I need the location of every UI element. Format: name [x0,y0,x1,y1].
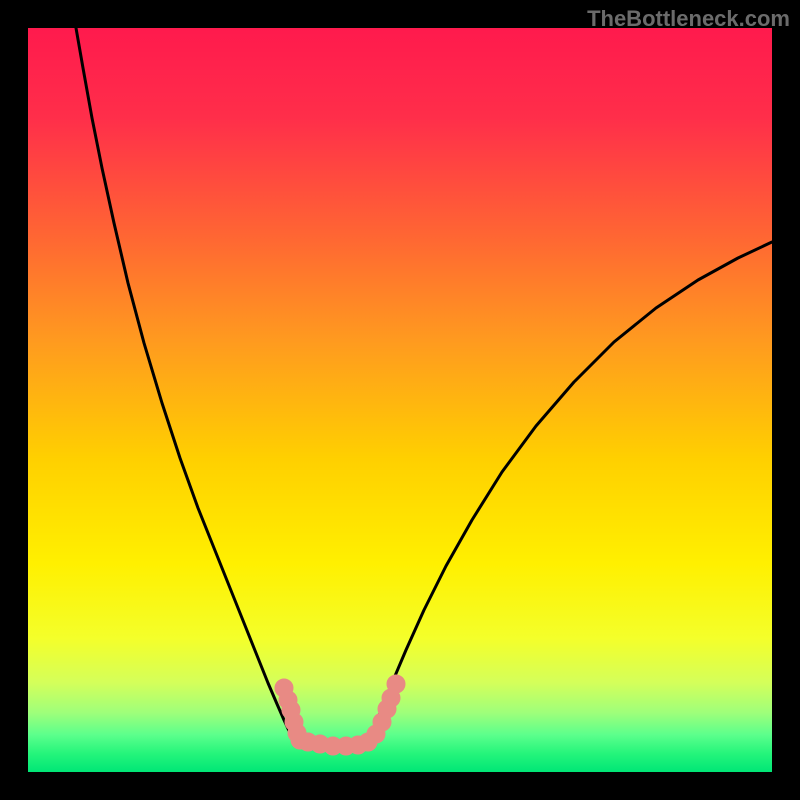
right-curve [368,242,772,742]
left-curve [76,28,295,742]
plot-area [28,28,772,772]
watermark-text: TheBottleneck.com [587,6,790,32]
curve-layer [28,28,772,772]
valley-markers [275,675,405,755]
marker-point [387,675,405,693]
